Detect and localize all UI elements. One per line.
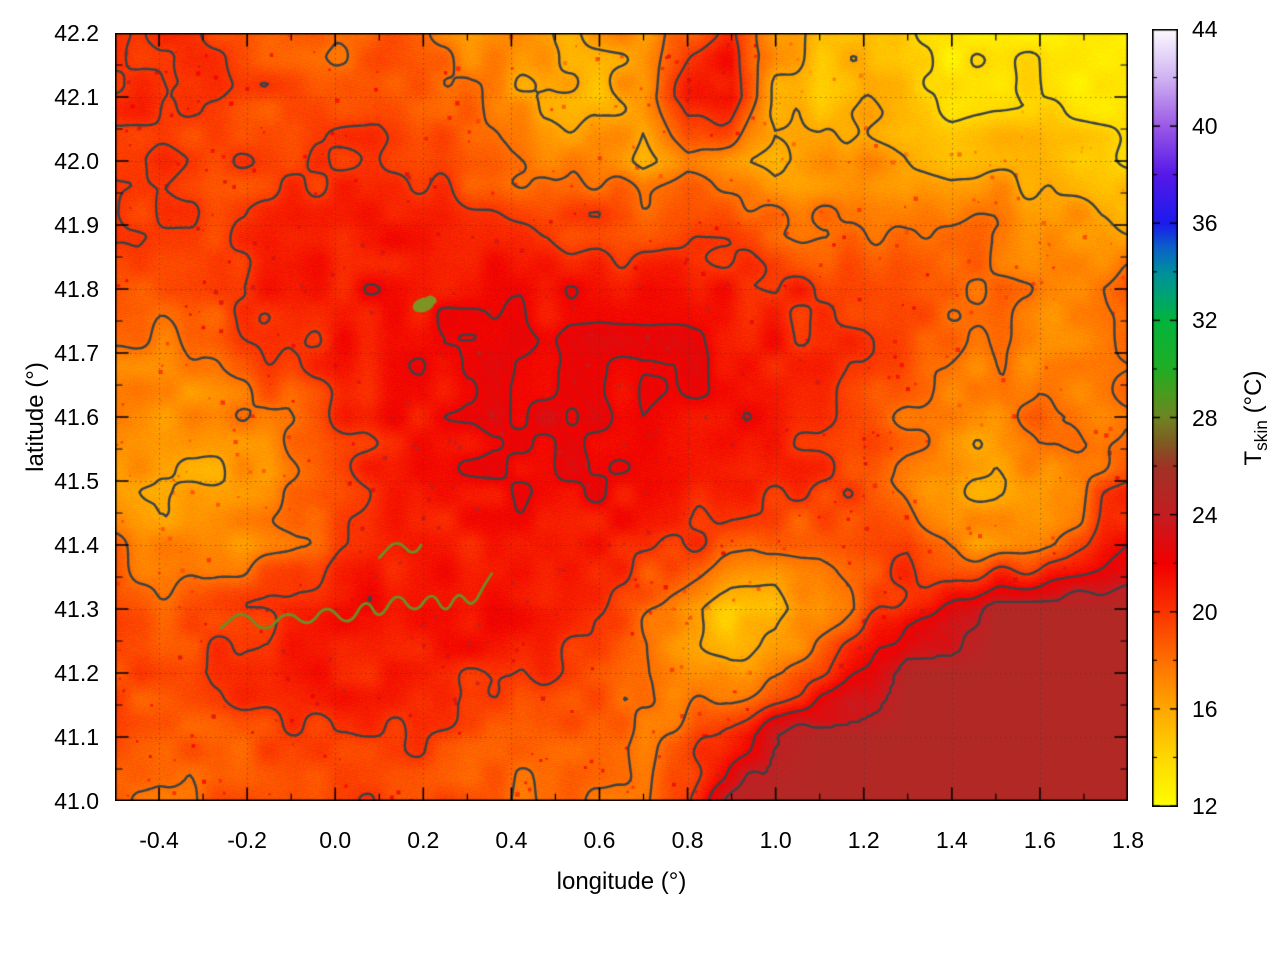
x-tick-label: 0.6: [583, 827, 616, 853]
colorbar-tick-label: 40: [1192, 113, 1218, 140]
colorbar-tick-label: 20: [1192, 598, 1218, 625]
y-tick-label: 41.6: [54, 404, 99, 430]
y-tick-label: 41.7: [54, 340, 99, 366]
y-tick-label: 41.1: [54, 724, 99, 750]
colorbar-title-main: T: [1240, 450, 1268, 466]
y-tick-label: 41.2: [54, 660, 99, 686]
colorbar-title-sub: skin: [1250, 420, 1271, 451]
x-tick-label: 1.4: [935, 827, 968, 853]
x-tick-label: 0.2: [407, 827, 440, 853]
heatmap-canvas: [115, 33, 1128, 801]
colorbar-title-unit: (°C): [1240, 370, 1268, 421]
x-tick-label: 1.8: [1112, 827, 1144, 853]
y-tick-label: 41.8: [54, 276, 99, 302]
colorbar-tick-label: 24: [1192, 501, 1218, 528]
colorbar-canvas: [1152, 29, 1178, 807]
y-tick-label: 42.2: [54, 20, 99, 46]
x-tick-label: 0.0: [319, 827, 352, 853]
colorbar-tick-label: 28: [1192, 404, 1218, 431]
colorbar-title: Tskin (°C): [1240, 371, 1272, 466]
x-axis-title: longitude (°): [556, 868, 687, 895]
y-tick-label: 41.5: [54, 468, 99, 494]
x-tick-label: 1.2: [847, 827, 880, 853]
colorbar-tick-label: 16: [1192, 695, 1218, 722]
x-tick-label: 0.4: [495, 827, 528, 853]
x-tick-label: -0.2: [227, 827, 267, 853]
colorbar-tick-label: 32: [1192, 307, 1218, 334]
colorbar-tick-label: 44: [1192, 16, 1218, 42]
y-tick-label: 41.4: [54, 532, 99, 558]
colorbar-tick-label: 12: [1192, 793, 1218, 819]
y-tick-label: 41.0: [54, 788, 99, 814]
y-tick-label: 41.3: [54, 596, 99, 622]
y-axis-title: latitude (°): [22, 362, 49, 472]
y-tick-label: 42.0: [54, 148, 99, 174]
colorbar-tick-label: 36: [1192, 210, 1218, 237]
x-tick-label: -0.4: [139, 827, 179, 853]
x-tick-label: 1.0: [759, 827, 792, 853]
y-tick-label: 41.9: [54, 212, 99, 238]
x-tick-label: 0.8: [671, 827, 704, 853]
y-tick-label: 42.1: [54, 84, 99, 110]
x-tick-label: 1.6: [1023, 827, 1056, 853]
